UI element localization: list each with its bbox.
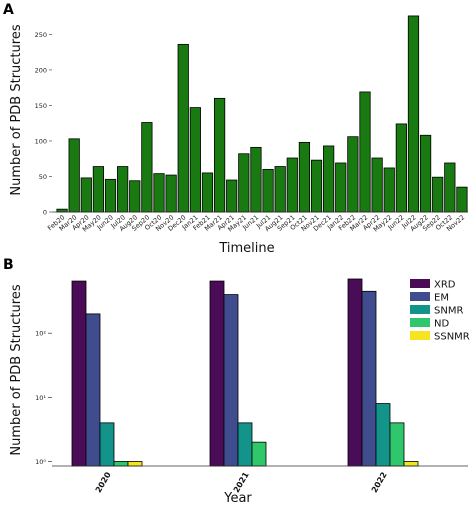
bar-Oct22 <box>444 162 456 213</box>
legend-swatch-EM <box>410 292 430 301</box>
bar-Jul21 <box>262 168 274 213</box>
bar-Nov22 <box>456 186 468 213</box>
legend-label-XRD: XRD <box>434 280 456 291</box>
panel-a-y-ticks: 0 50 100 150 200 250 <box>35 31 52 217</box>
bar-SSNMR-2020 <box>127 461 143 467</box>
bar-Mar20 <box>68 138 80 213</box>
bar-Nov21 <box>310 159 323 213</box>
legend-label-SNMR: SNMR <box>434 306 463 317</box>
bar-Jan22 <box>335 162 347 213</box>
legend-swatch-XRD <box>410 279 430 288</box>
bar-Sep20 <box>141 122 153 213</box>
bar-Sep22 <box>432 176 444 213</box>
bar-Oct20 <box>153 173 165 213</box>
bar-Dec20 <box>177 43 189 213</box>
bar-Mar22 <box>359 91 371 213</box>
bar-May20 <box>92 166 105 213</box>
bar-Jan21 <box>189 107 201 213</box>
bar-Jul22 <box>407 15 420 213</box>
bar-Nov20 <box>165 174 177 213</box>
panel-a-x-title: Timeline <box>218 241 274 256</box>
bar-EM-2021 <box>223 294 239 467</box>
bar-Feb20 <box>56 208 68 213</box>
legend-label-SSNMR: SSNMR <box>434 332 470 343</box>
y-tick-label: 10⁰ <box>35 458 46 466</box>
legend-label-ND: ND <box>434 319 449 330</box>
bar-Sep21 <box>286 157 298 213</box>
bar-ND-2021 <box>251 441 267 467</box>
y-tick-label: 100 <box>35 137 47 145</box>
bar-XRD-2021 <box>209 280 225 467</box>
bar-Jun21 <box>250 146 262 213</box>
panel-a-x-ticks: Feb20Mar20Apr20May20Jun20Jul20Aug20Sep20… <box>46 213 466 233</box>
bar-Aug21 <box>274 166 286 213</box>
panel-a-bars <box>56 15 468 213</box>
bar-Dec21 <box>323 145 335 213</box>
bar-EM-2022 <box>361 290 377 467</box>
panel-b-y-ticks: 10⁰ 10¹ 10² <box>35 330 52 466</box>
bar-Apr21 <box>226 179 238 213</box>
panel-b-y-title: Number of PDB Structures <box>9 284 24 455</box>
bar-SNMR-2022 <box>375 403 391 467</box>
bar-SNMR-2021 <box>237 422 253 467</box>
panel-a-y-title: Number of PDB Structures <box>9 24 24 195</box>
bar-Aug22 <box>419 134 432 213</box>
panel-a-label: A <box>3 2 14 18</box>
bar-SNMR-2020 <box>99 422 115 467</box>
legend-swatch-SNMR <box>410 305 430 314</box>
bar-ND-2022 <box>389 422 405 467</box>
bar-XRD-2020 <box>71 280 87 467</box>
bar-EM-2020 <box>85 313 101 467</box>
x-tick-label: 2022 <box>370 471 389 495</box>
panel-b-x-title: Year <box>223 491 252 506</box>
y-tick-label: 150 <box>35 102 47 110</box>
y-tick-label: 250 <box>35 31 47 39</box>
legend-swatch-ND <box>410 318 430 327</box>
bar-Jul20 <box>117 166 129 213</box>
bar-Mar21 <box>213 97 226 213</box>
legend-swatch-SSNMR <box>410 331 430 340</box>
bar-May22 <box>383 167 395 213</box>
bar-Apr20 <box>80 177 92 213</box>
y-tick-label: 0 <box>43 209 47 217</box>
x-tick-label: 2020 <box>94 470 113 494</box>
bar-Jun20 <box>104 178 117 213</box>
bar-Jun22 <box>395 123 407 213</box>
y-tick-label: 10² <box>35 330 46 338</box>
panel-b-bars <box>71 278 419 467</box>
bar-SSNMR-2022 <box>403 461 419 467</box>
bar-XRD-2022 <box>347 278 363 467</box>
bar-Oct21 <box>298 141 311 213</box>
bar-ND-2020 <box>113 461 129 467</box>
y-tick-label: 10¹ <box>35 394 46 402</box>
panel-b-legend: XRD EM SNMR ND SSNMR <box>410 279 470 343</box>
bar-Feb22 <box>347 136 359 213</box>
bar-May21 <box>238 153 250 213</box>
legend-label-EM: EM <box>434 293 449 304</box>
bar-Aug20 <box>129 180 141 213</box>
y-tick-label: 50 <box>39 173 47 181</box>
y-tick-label: 200 <box>35 66 47 74</box>
bar-Apr22 <box>371 157 383 213</box>
bar-Feb21 <box>201 172 214 213</box>
panel-b-label: B <box>3 257 14 273</box>
